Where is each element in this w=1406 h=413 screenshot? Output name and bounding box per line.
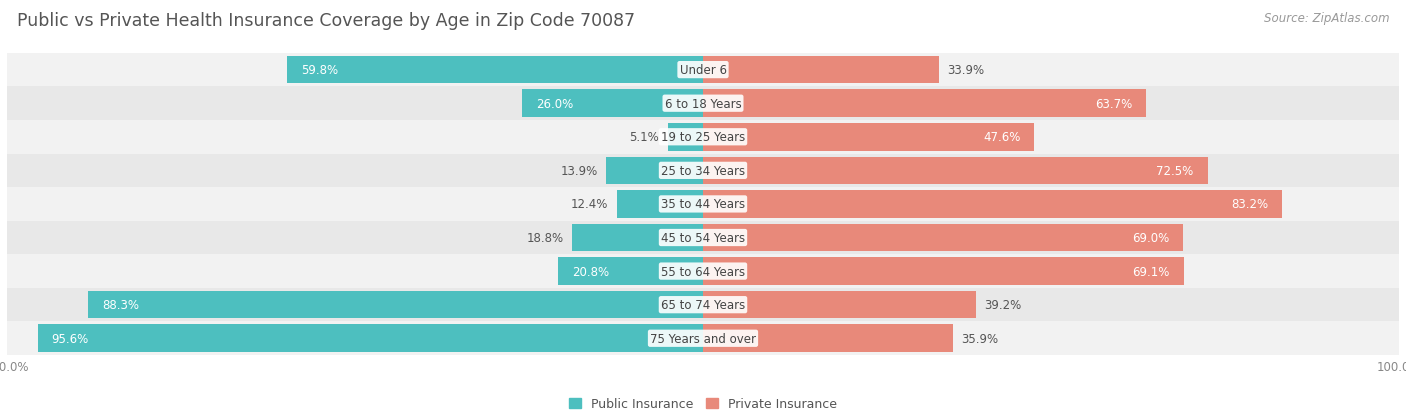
Text: 63.7%: 63.7% — [1095, 97, 1132, 110]
Bar — [703, 325, 953, 352]
Text: 20.8%: 20.8% — [572, 265, 609, 278]
Text: 26.0%: 26.0% — [536, 97, 574, 110]
Bar — [703, 157, 1208, 185]
Text: 35.9%: 35.9% — [962, 332, 998, 345]
Text: 72.5%: 72.5% — [1156, 164, 1194, 178]
Bar — [7, 121, 1399, 154]
Text: Public vs Private Health Insurance Coverage by Age in Zip Code 70087: Public vs Private Health Insurance Cover… — [17, 12, 636, 30]
Text: 69.0%: 69.0% — [1132, 231, 1170, 244]
Bar — [287, 57, 703, 84]
Bar — [7, 221, 1399, 255]
Bar — [572, 224, 703, 252]
Bar — [703, 124, 1035, 151]
Text: 65 to 74 Years: 65 to 74 Years — [661, 299, 745, 311]
Text: 88.3%: 88.3% — [103, 299, 139, 311]
Bar — [703, 224, 1184, 252]
Text: 33.9%: 33.9% — [948, 64, 984, 77]
Text: Source: ZipAtlas.com: Source: ZipAtlas.com — [1264, 12, 1389, 25]
Bar — [7, 54, 1399, 87]
Text: 47.6%: 47.6% — [983, 131, 1021, 144]
Text: 39.2%: 39.2% — [984, 299, 1021, 311]
Text: 75 Years and over: 75 Years and over — [650, 332, 756, 345]
Bar — [7, 154, 1399, 188]
Text: 55 to 64 Years: 55 to 64 Years — [661, 265, 745, 278]
Bar — [38, 325, 703, 352]
Bar — [7, 288, 1399, 322]
Text: 5.1%: 5.1% — [630, 131, 659, 144]
Text: 59.8%: 59.8% — [301, 64, 337, 77]
Bar — [703, 57, 939, 84]
Bar — [703, 258, 1184, 285]
Text: Under 6: Under 6 — [679, 64, 727, 77]
Text: 12.4%: 12.4% — [571, 198, 609, 211]
Text: 83.2%: 83.2% — [1232, 198, 1268, 211]
Bar — [606, 157, 703, 185]
Bar — [558, 258, 703, 285]
Text: 35 to 44 Years: 35 to 44 Years — [661, 198, 745, 211]
Bar — [7, 322, 1399, 355]
Legend: Public Insurance, Private Insurance: Public Insurance, Private Insurance — [564, 392, 842, 413]
Text: 18.8%: 18.8% — [527, 231, 564, 244]
Bar — [522, 90, 703, 118]
Bar — [703, 291, 976, 319]
Bar — [703, 90, 1146, 118]
Bar — [7, 188, 1399, 221]
Bar — [89, 291, 703, 319]
Bar — [703, 191, 1282, 218]
Text: 6 to 18 Years: 6 to 18 Years — [665, 97, 741, 110]
Bar — [7, 255, 1399, 288]
Text: 69.1%: 69.1% — [1133, 265, 1170, 278]
Text: 45 to 54 Years: 45 to 54 Years — [661, 231, 745, 244]
Bar — [7, 87, 1399, 121]
Text: 25 to 34 Years: 25 to 34 Years — [661, 164, 745, 178]
Text: 13.9%: 13.9% — [561, 164, 598, 178]
Bar — [617, 191, 703, 218]
Text: 19 to 25 Years: 19 to 25 Years — [661, 131, 745, 144]
Bar — [668, 124, 703, 151]
Text: 95.6%: 95.6% — [52, 332, 89, 345]
